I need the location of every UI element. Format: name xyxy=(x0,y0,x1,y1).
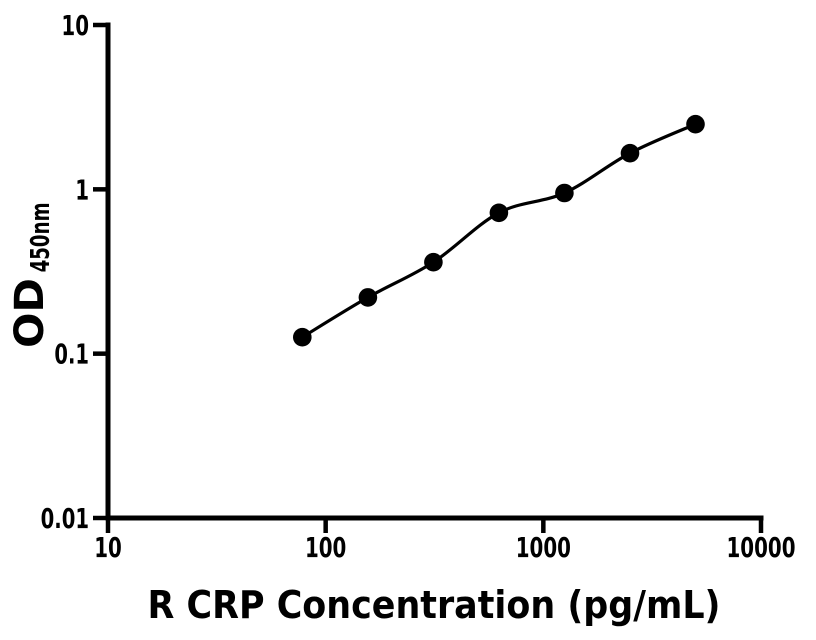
x-axis-ticks: 10 100 1000 10000 xyxy=(94,518,796,564)
data-point xyxy=(424,252,443,272)
x-tick-label: 1000 xyxy=(516,531,571,564)
y-tick-label: 1 xyxy=(75,173,89,206)
data-point xyxy=(489,203,509,223)
data-point xyxy=(620,143,640,163)
x-tick-label: 10 xyxy=(94,531,122,564)
y-axis-title: OD 450nm xyxy=(7,202,56,348)
y-tick-label: 0.01 xyxy=(41,502,89,535)
y-tick-label: 10 xyxy=(61,9,89,42)
data-point xyxy=(293,327,312,347)
data-point xyxy=(686,114,705,134)
x-tick-label: 10000 xyxy=(727,531,796,564)
y-axis-title-subscript: 450nm xyxy=(26,202,56,272)
y-axis-title-main: OD xyxy=(7,278,53,348)
y-tick-label: 0.1 xyxy=(54,338,89,371)
data-point xyxy=(358,288,378,307)
y-axis-ticks: 10 1 0.1 0.01 xyxy=(41,9,108,535)
x-tick-label: 100 xyxy=(305,531,346,564)
x-axis-title: R CRP Concentration (pg/mL) xyxy=(148,583,721,627)
data-point xyxy=(555,183,574,203)
axis-spines xyxy=(105,22,764,521)
data-points xyxy=(293,114,705,347)
